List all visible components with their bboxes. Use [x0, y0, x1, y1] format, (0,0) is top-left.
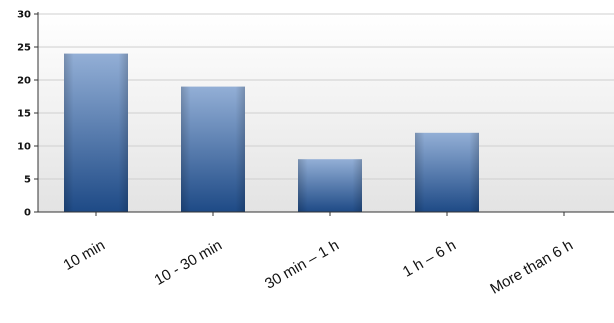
x-tick-label: 10 - 30 min — [152, 237, 225, 289]
x-tick-label: 30 min – 1 h — [262, 237, 342, 293]
x-tick-label: More than 6 h — [487, 237, 576, 298]
y-tick-label: 30 — [17, 10, 31, 21]
gridlines — [38, 13, 614, 180]
bar-shading — [298, 159, 362, 212]
y-tick-label: 25 — [17, 43, 31, 54]
y-axis-tick-labels: 0 5 10 15 20 25 30 — [17, 10, 31, 219]
x-tick-label: 1 h – 6 h — [400, 237, 459, 281]
y-tick-label: 0 — [24, 208, 31, 219]
bar-shading — [415, 132, 479, 212]
bars — [64, 53, 479, 212]
x-tick-label: 10 min — [61, 237, 108, 274]
x-axis-tick-labels: 10 min 10 - 30 min 30 min – 1 h 1 h – 6 h Mo… — [61, 237, 576, 298]
y-tick-label: 5 — [24, 175, 31, 186]
y-tick-label: 15 — [17, 109, 31, 120]
bar-shading — [181, 86, 245, 212]
bar-shading — [64, 53, 128, 212]
y-tick-label: 20 — [17, 76, 31, 87]
y-tick-label: 10 — [17, 142, 31, 153]
axes — [34, 12, 614, 216]
